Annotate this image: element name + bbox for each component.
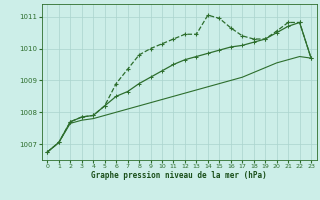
X-axis label: Graphe pression niveau de la mer (hPa): Graphe pression niveau de la mer (hPa) [91,171,267,180]
